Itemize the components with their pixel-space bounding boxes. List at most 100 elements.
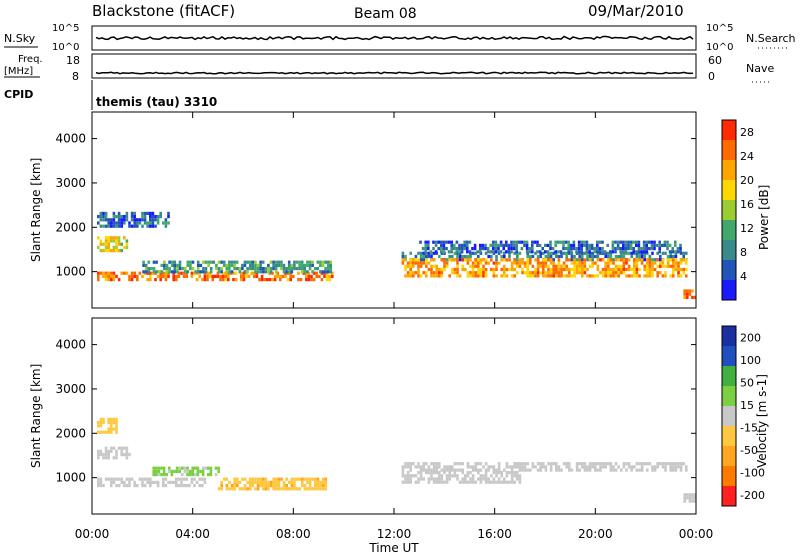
power-cell <box>536 267 540 272</box>
power-cell <box>637 243 641 247</box>
power-cell <box>143 218 147 222</box>
power-cell <box>290 263 294 267</box>
power-cell <box>648 274 652 278</box>
power-cell <box>112 224 116 228</box>
power-cell <box>115 236 118 240</box>
power-cell <box>614 274 618 278</box>
power-cell <box>417 267 420 272</box>
power-cell <box>442 250 446 254</box>
velocity-cell <box>451 474 454 478</box>
power-cell <box>243 260 247 264</box>
velocity-cell <box>547 462 550 466</box>
velocity-cell <box>497 471 501 475</box>
power-cell <box>287 267 291 271</box>
velocity-cell <box>128 484 131 488</box>
power-cell <box>456 258 459 262</box>
power-cell <box>572 243 576 247</box>
power-cell <box>110 224 113 228</box>
velocity-cell <box>688 499 692 503</box>
nsky-trace <box>95 35 694 41</box>
power-cell <box>575 250 578 254</box>
power-cell <box>458 274 462 278</box>
velocity-cell <box>277 477 281 481</box>
power-cell <box>115 239 118 243</box>
power-cell <box>412 271 415 275</box>
power-cell <box>217 260 221 264</box>
velocity-cell <box>583 462 587 466</box>
power-cell <box>120 242 123 246</box>
velocity-cell <box>220 487 223 491</box>
power-cell <box>274 260 278 264</box>
power-cell <box>221 278 225 282</box>
power-cell <box>202 267 205 271</box>
power-cell <box>510 261 514 265</box>
power-cell <box>196 270 200 274</box>
power-cell <box>635 264 639 268</box>
power-cell <box>326 267 330 271</box>
velocity-cell <box>186 473 189 477</box>
velocity-cell <box>172 480 175 484</box>
power-cell <box>581 271 584 275</box>
velocity-cell <box>412 462 415 466</box>
power-cell <box>567 243 570 247</box>
velocity-cell <box>316 487 320 491</box>
velocity-cell <box>209 466 213 470</box>
velocity-cell <box>256 487 260 491</box>
velocity-cell <box>594 468 597 472</box>
power-cell <box>619 250 622 254</box>
velocity-cell <box>97 421 100 425</box>
power-cell <box>679 274 683 278</box>
power-cell <box>624 250 628 254</box>
power-cell <box>607 261 610 265</box>
power-cell <box>577 250 581 254</box>
velocity-echo-band <box>97 417 118 434</box>
power-cell <box>112 271 116 275</box>
velocity-cell <box>568 465 571 469</box>
power-cell <box>115 249 118 253</box>
power-cell <box>510 250 513 254</box>
power-cell <box>163 267 166 271</box>
power-cell <box>503 264 506 268</box>
power-cell <box>573 258 576 262</box>
power-cell <box>629 243 633 247</box>
velocity-cell <box>445 477 449 481</box>
power-cell <box>624 243 628 247</box>
power-cell <box>484 267 488 272</box>
power-cell <box>549 251 553 255</box>
velocity-cell <box>97 456 100 460</box>
power-cell <box>306 263 309 267</box>
velocity-cell <box>482 474 485 478</box>
power-cell <box>520 240 524 244</box>
power-cell <box>586 258 589 262</box>
velocity-cell <box>425 468 428 472</box>
power-cell <box>479 243 482 247</box>
velocity-cell <box>422 465 425 469</box>
power-cell <box>627 274 631 278</box>
velocity-cell <box>505 471 509 475</box>
velocity-cell <box>672 468 675 472</box>
velocity-cell <box>575 465 579 469</box>
power-cell <box>656 274 659 278</box>
power-cell <box>460 243 464 247</box>
power-cell <box>555 254 558 259</box>
power-cell <box>510 240 513 244</box>
power-cell <box>534 258 537 262</box>
power-cell <box>123 218 126 222</box>
power-cell <box>451 254 454 259</box>
power-cell <box>445 258 449 262</box>
power-cell <box>107 242 110 246</box>
power-cell <box>651 258 654 262</box>
power-cell <box>518 240 521 244</box>
velocity-cell <box>555 462 558 466</box>
velocity-cell <box>443 468 446 472</box>
power-cell <box>560 271 563 275</box>
power-cell <box>656 271 659 275</box>
power-cell <box>578 261 581 265</box>
velocity-cell <box>225 477 229 481</box>
velocity-cell <box>275 477 278 481</box>
power-cell <box>583 261 587 265</box>
power-cell <box>601 267 605 272</box>
velocity-cell <box>262 477 265 481</box>
power-cell <box>564 240 568 244</box>
